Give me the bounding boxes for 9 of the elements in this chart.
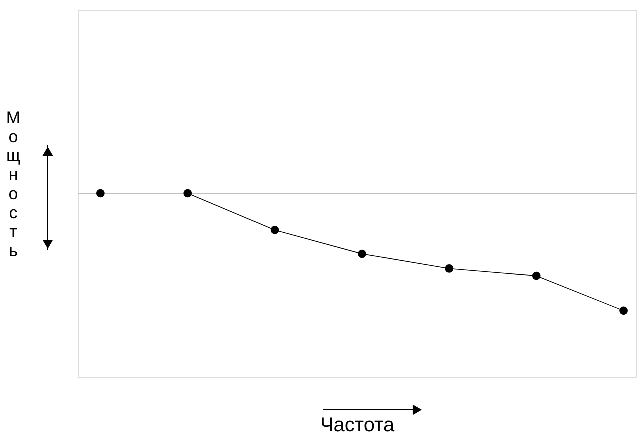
point: [358, 250, 366, 258]
y-axis-title: Мощность: [6, 108, 21, 260]
point: [270, 226, 280, 234]
point: [184, 189, 192, 198]
point: [620, 306, 628, 316]
point: [96, 189, 105, 198]
point: [532, 272, 541, 280]
x-axis-title: Частота: [320, 414, 396, 436]
point: [445, 264, 454, 273]
